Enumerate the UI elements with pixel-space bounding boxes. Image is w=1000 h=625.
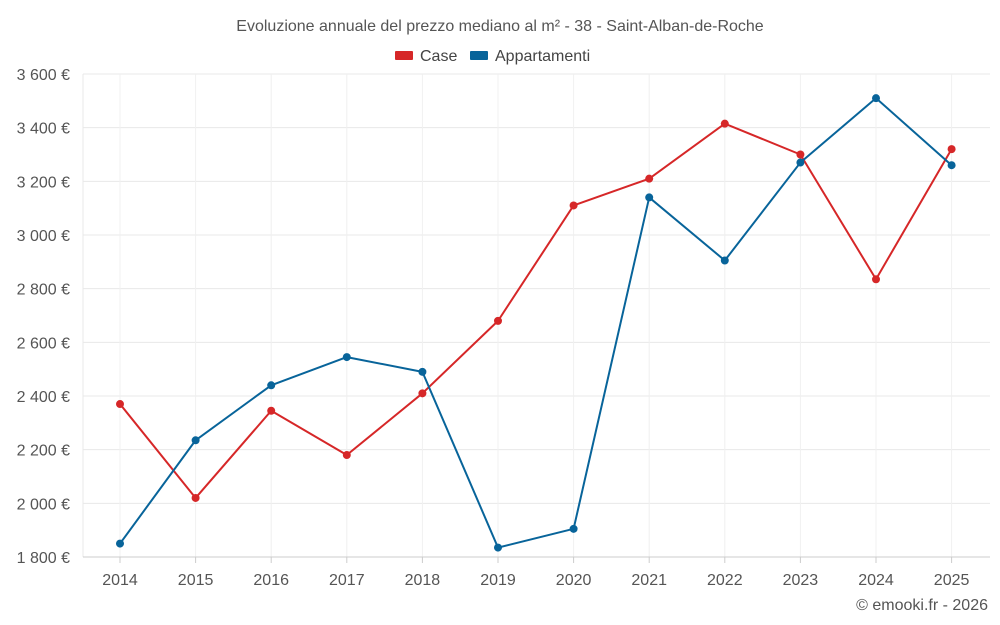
x-tick-label: 2018: [405, 572, 441, 589]
x-tick-label: 2015: [178, 572, 214, 589]
y-tick-label: 2 400 €: [17, 389, 70, 406]
y-tick-label: 3 400 €: [17, 121, 70, 138]
data-point[interactable]: [342, 451, 351, 460]
y-tick-label: 3 600 €: [17, 67, 70, 84]
data-point[interactable]: [116, 400, 124, 409]
data-point[interactable]: [569, 201, 578, 210]
x-tick-label: 2017: [329, 572, 365, 589]
legend-label: Appartamenti: [495, 48, 590, 65]
data-point[interactable]: [191, 436, 200, 445]
chart-title: Evoluzione annuale del prezzo mediano al…: [236, 18, 764, 35]
x-tick-label: 2021: [631, 572, 667, 589]
credit-text: © emooki.fr - 2026: [856, 597, 988, 614]
x-tick-label: 2022: [707, 572, 743, 589]
data-point[interactable]: [947, 145, 956, 154]
data-point[interactable]: [267, 406, 276, 415]
series-case: [116, 119, 956, 502]
x-tick-label: 2014: [102, 572, 138, 589]
data-point[interactable]: [645, 174, 654, 183]
data-point[interactable]: [720, 119, 729, 128]
data-point[interactable]: [116, 539, 124, 548]
x-tick-label: 2016: [253, 572, 289, 589]
data-point[interactable]: [796, 158, 805, 167]
legend-item-appartamenti[interactable]: Appartamenti: [470, 48, 590, 65]
x-tick-label: 2023: [783, 572, 819, 589]
data-point[interactable]: [947, 161, 956, 170]
x-tick-label: 2019: [480, 572, 516, 589]
legend-swatch: [470, 51, 488, 60]
y-tick-label: 3 200 €: [17, 174, 70, 191]
y-axis: 1 800 € 2 000 € 2 200 € 2 400 € 2 600 € 2 800…: [17, 67, 70, 567]
data-point[interactable]: [191, 493, 200, 502]
series-line: [119, 122, 953, 499]
data-point[interactable]: [418, 389, 427, 398]
data-point[interactable]: [796, 150, 805, 159]
series-line: [119, 97, 953, 549]
data-point[interactable]: [342, 353, 351, 362]
data-point[interactable]: [872, 275, 880, 284]
data-point[interactable]: [418, 367, 427, 376]
data-point[interactable]: [645, 193, 654, 202]
y-tick-label: 3 000 €: [17, 228, 70, 245]
x-tick-label: 2020: [556, 572, 592, 589]
x-axis: 2014 2015 2016 2017 2018 2019 2020 2021 2022 2023…: [83, 556, 990, 589]
legend-swatch: [395, 51, 413, 60]
series-appartamenti: [116, 94, 956, 552]
y-tick-label: 2 800 €: [17, 282, 70, 299]
x-tick-label: 2024: [858, 572, 894, 589]
legend-label: Case: [420, 48, 457, 65]
data-point[interactable]: [494, 543, 502, 552]
y-tick-label: 2 000 €: [17, 496, 70, 513]
y-tick-label: 1 800 €: [17, 550, 70, 567]
x-tick-label: 2025: [934, 572, 970, 589]
data-point[interactable]: [569, 524, 578, 533]
data-point[interactable]: [720, 256, 729, 265]
data-point[interactable]: [872, 94, 880, 103]
legend: Case Appartamenti: [395, 48, 590, 65]
y-tick-label: 2 200 €: [17, 443, 70, 460]
series-layer: [116, 94, 956, 552]
data-point[interactable]: [267, 381, 276, 390]
y-tick-label: 2 600 €: [17, 335, 70, 352]
data-point[interactable]: [494, 316, 502, 325]
legend-item-case[interactable]: Case: [395, 48, 457, 65]
grid: [82, 73, 990, 558]
